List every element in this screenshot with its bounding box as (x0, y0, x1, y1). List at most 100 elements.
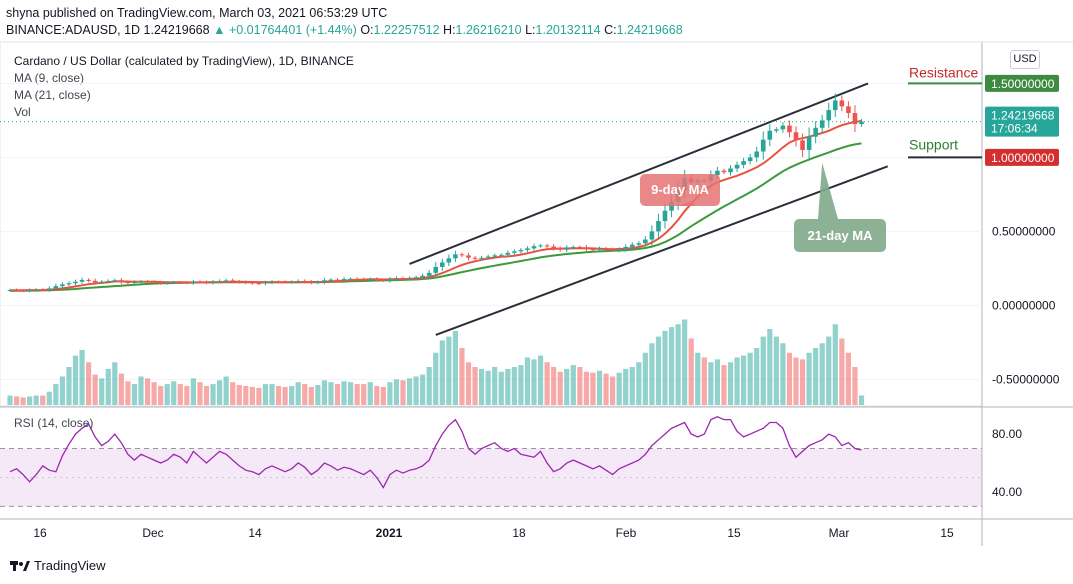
candle-body (479, 257, 484, 259)
volume-bar (184, 386, 190, 405)
candle-body (158, 282, 163, 284)
volume-bar (302, 384, 308, 405)
candle-body (767, 130, 773, 140)
last-price: 1.24219668 (143, 23, 210, 37)
candle-body (813, 127, 818, 137)
open-value: 1.22257512 (373, 23, 440, 37)
volume-bar (701, 357, 707, 405)
resistance-tag-box (985, 74, 1059, 92)
candle-body (616, 249, 622, 251)
volume-bar (518, 365, 524, 405)
volume-bar (727, 362, 734, 405)
volume-bar (623, 368, 629, 405)
volume-bar (112, 362, 118, 405)
candle-body (256, 283, 262, 285)
candle-body (715, 170, 720, 176)
volume-bar (642, 352, 648, 405)
volume-bar (144, 378, 151, 405)
candle-body (557, 248, 563, 250)
candle-body (138, 281, 144, 283)
candle-body (446, 258, 452, 263)
candle-body (66, 283, 72, 285)
volume-bar (380, 386, 386, 405)
candle-body (440, 262, 445, 267)
candle-body (119, 280, 124, 283)
high-label: H: (443, 23, 456, 37)
volume-bar (819, 343, 825, 405)
volume-bar (151, 382, 157, 405)
candle-body (793, 132, 799, 141)
legend-ma21[interactable]: MA (21, close) (14, 88, 91, 102)
candle-body (92, 280, 98, 283)
legend-ma9[interactable]: MA (9, close) (14, 71, 85, 85)
candle-body (603, 248, 609, 250)
ma9-callout-box (640, 174, 720, 206)
candle-body (20, 290, 26, 292)
candle-body (800, 140, 805, 151)
candle-body (826, 110, 832, 121)
candle-body (610, 249, 615, 251)
volume-bar (223, 376, 229, 405)
volume-bar (498, 371, 504, 405)
volume-bar (7, 395, 13, 405)
ma21-callout-text: 21-day MA (807, 228, 873, 243)
volume-bar (452, 330, 458, 405)
resistance-tag-text: 1.50000000 (991, 77, 1055, 91)
candle-body (643, 239, 648, 244)
candle-body (105, 280, 111, 282)
change-value: +0.01764401 (+1.44%) (228, 23, 357, 37)
candle-body (204, 282, 209, 284)
volume-bar (72, 355, 79, 405)
volume-bar (334, 384, 341, 405)
candle-body (269, 281, 275, 283)
candle-body (289, 281, 294, 283)
x-tick-label: Mar (829, 526, 850, 540)
candle-body (112, 280, 118, 282)
volume-bar (400, 380, 406, 405)
candle-body (381, 279, 386, 281)
x-tick-label: 15 (727, 526, 741, 540)
currency-button[interactable]: USD (1010, 50, 1040, 69)
volume-bar (393, 379, 400, 405)
channel-upper-line (409, 82, 869, 265)
close-label: C: (604, 23, 617, 37)
volume-bar (99, 378, 105, 405)
volume-bar (256, 387, 262, 405)
volume-bar (714, 359, 720, 405)
candle-body (361, 279, 366, 281)
candle-body (551, 246, 556, 249)
volume-bar (33, 395, 39, 405)
candle-body (217, 280, 222, 282)
candle-body (498, 254, 504, 256)
low-label: L: (525, 23, 536, 37)
volume-bar (315, 385, 321, 405)
channel-lower-line (435, 165, 889, 336)
candle-body (492, 255, 497, 257)
candle-body (453, 254, 458, 259)
volume-bar (190, 378, 196, 405)
volume-bar (799, 359, 806, 405)
volume-bar (20, 397, 26, 405)
volume-bar (374, 386, 380, 405)
volume-bar (348, 382, 354, 405)
volume-bar (839, 338, 845, 405)
volume-bar (171, 381, 177, 405)
volume-bar (688, 338, 694, 405)
volume-bar (682, 319, 688, 405)
candle-body (145, 281, 150, 283)
volume-bar (780, 343, 786, 405)
tradingview-logo[interactable]: TradingView (10, 558, 106, 573)
candle-body (27, 289, 32, 291)
legend-vol[interactable]: Vol (14, 105, 31, 119)
volume-bar (439, 340, 445, 405)
candle-body (734, 164, 740, 169)
candle-body (623, 246, 628, 250)
candle-body (322, 280, 327, 283)
volume-bar (590, 372, 596, 405)
candle-body (780, 125, 786, 130)
price-levels (0, 82, 982, 159)
volume-bar (708, 362, 714, 405)
volume-bar (53, 384, 59, 405)
candle-body (774, 129, 779, 131)
